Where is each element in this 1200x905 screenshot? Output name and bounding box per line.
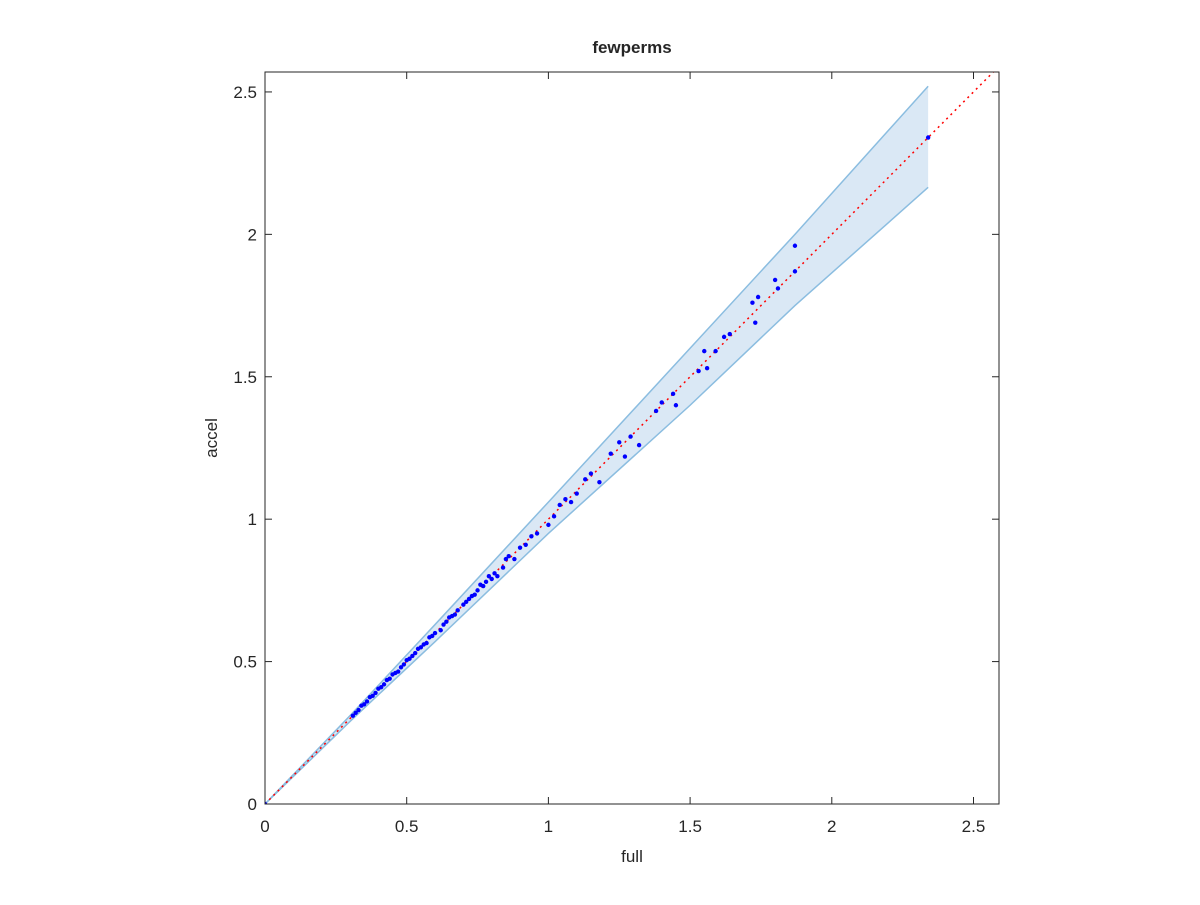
data-point — [563, 497, 568, 502]
data-point — [704, 366, 710, 371]
data-point — [622, 454, 628, 459]
data-point — [444, 619, 449, 624]
chart-title: fewperms — [592, 38, 671, 57]
data-point — [495, 573, 500, 579]
y-tick-label: 2 — [248, 225, 257, 244]
x-tick-label: 0 — [260, 817, 269, 836]
data-point — [753, 320, 758, 325]
data-point — [441, 622, 446, 627]
data-point — [492, 571, 497, 576]
data-point — [583, 477, 588, 482]
data-point — [461, 602, 466, 607]
x-axis-label: full — [621, 847, 643, 866]
y-tick-label: 0.5 — [233, 653, 257, 672]
data-point — [387, 676, 392, 681]
data-point — [418, 645, 424, 650]
data-point — [523, 542, 528, 548]
data-point — [608, 451, 613, 456]
data-point — [472, 592, 477, 597]
data-point — [702, 348, 707, 354]
data-point — [466, 596, 472, 602]
x-tick-label: 1 — [544, 817, 553, 836]
data-point — [424, 640, 429, 646]
data-point — [452, 612, 458, 617]
data-point — [755, 294, 761, 300]
data-point — [597, 479, 602, 485]
data-point — [410, 653, 415, 659]
data-point — [395, 669, 401, 674]
data-point — [356, 707, 361, 713]
data-point — [512, 556, 517, 562]
data-point — [413, 650, 418, 656]
data-point — [696, 368, 701, 374]
data-point — [464, 599, 469, 604]
data-point — [772, 277, 778, 283]
data-point — [398, 665, 404, 670]
y-tick-label: 2.5 — [233, 83, 257, 102]
data-point — [378, 685, 384, 690]
data-point — [659, 400, 664, 405]
data-point — [361, 702, 367, 707]
axes-box — [264, 71, 1000, 805]
data-point — [727, 331, 732, 337]
data-point — [673, 403, 679, 408]
x-tick-label: 2.5 — [962, 817, 986, 836]
data-point — [486, 573, 492, 579]
data-point — [430, 633, 435, 639]
data-point — [475, 588, 480, 593]
data-point — [483, 579, 489, 585]
data-point — [350, 713, 356, 718]
y-axis-label: accel — [202, 418, 221, 458]
data-point — [546, 522, 551, 528]
y-tick-label: 1.5 — [233, 368, 257, 387]
data-point — [617, 440, 622, 445]
plot-area — [265, 72, 995, 804]
data-point — [670, 391, 676, 397]
data-point — [517, 545, 523, 550]
data-point — [925, 135, 931, 140]
y-tick-label: 0 — [248, 795, 257, 814]
data-point — [721, 334, 727, 340]
data-point — [628, 434, 633, 439]
data-point — [353, 710, 358, 716]
data-point — [265, 801, 268, 804]
data-point — [381, 682, 387, 687]
data-point — [713, 348, 718, 354]
data-point — [529, 534, 534, 539]
data-point — [775, 286, 781, 291]
band-lower-edge — [265, 186, 929, 804]
data-point — [401, 662, 407, 667]
data-point — [588, 471, 594, 476]
data-point — [534, 531, 540, 536]
data-point — [568, 499, 574, 505]
data-point — [455, 608, 460, 613]
y-tick-label: 1 — [248, 510, 257, 529]
data-point — [653, 408, 659, 414]
data-point — [438, 628, 443, 633]
data-point — [373, 690, 378, 696]
data-point — [792, 269, 798, 274]
data-point — [503, 556, 509, 562]
data-point — [407, 656, 412, 661]
data-point — [551, 514, 557, 519]
data-point — [557, 502, 562, 508]
data-point — [574, 491, 579, 496]
data-point — [370, 693, 375, 698]
confidence-band — [265, 86, 929, 804]
x-tick-label: 0.5 — [395, 817, 419, 836]
x-tick-label: 1.5 — [678, 817, 702, 836]
data-point — [489, 576, 494, 582]
data-point — [506, 554, 511, 559]
data-point — [481, 583, 486, 589]
data-point — [636, 442, 642, 448]
x-tick-label: 2 — [827, 817, 836, 836]
data-point — [500, 565, 506, 570]
data-point — [364, 699, 370, 704]
data-point — [750, 300, 755, 305]
data-point — [792, 243, 798, 248]
band-upper-edge — [265, 85, 929, 804]
data-point — [432, 630, 438, 636]
